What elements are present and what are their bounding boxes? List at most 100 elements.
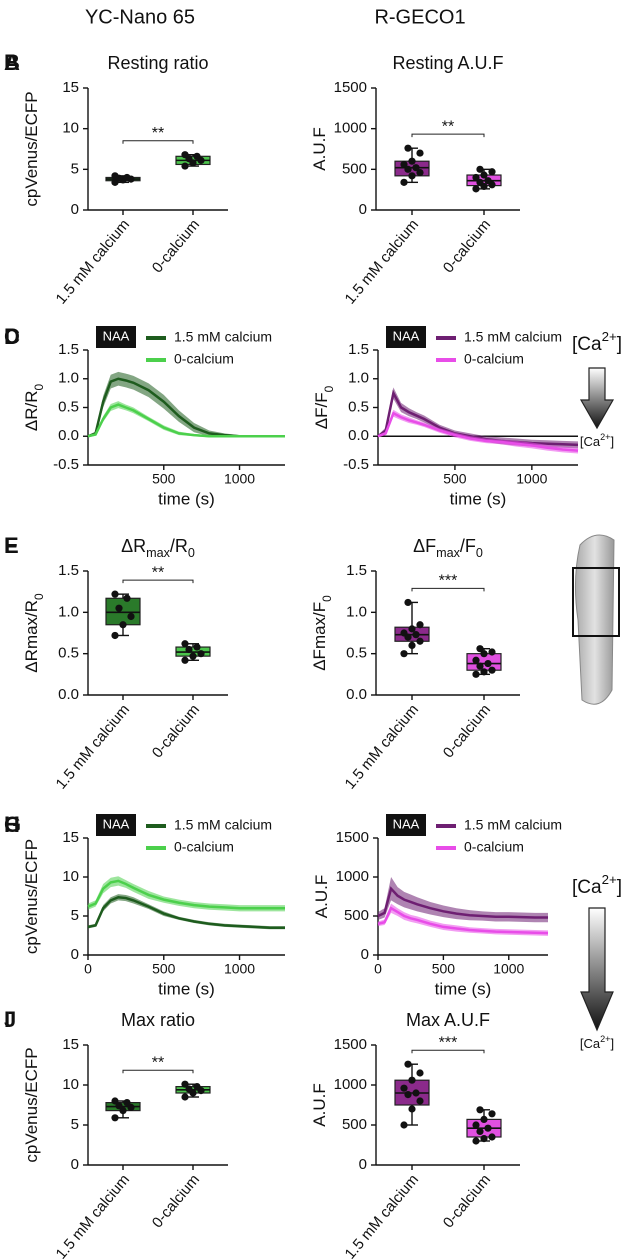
x-tick-label: 1000 xyxy=(493,961,524,977)
y-tick-label: 10 xyxy=(62,1076,79,1093)
y-tick-label: 0 xyxy=(361,946,369,963)
data-point xyxy=(476,662,484,670)
y-axis-label-part: 0 xyxy=(32,383,46,390)
y-tick-label: 0 xyxy=(71,201,79,218)
y-axis-label: A.U.F xyxy=(312,875,331,918)
y-tick-label: 10 xyxy=(62,868,79,885)
y-axis-label-part: A.U.F xyxy=(312,875,331,918)
data-point xyxy=(416,637,424,645)
x-tick-label: 1.5 mM calcium xyxy=(53,701,134,792)
data-point xyxy=(181,151,189,159)
x-axis-label: time (s) xyxy=(435,979,492,998)
x-tick-label: 0-calcium xyxy=(440,701,494,761)
y-axis-label: cpVenus/ECFP xyxy=(22,91,41,206)
chart-title-part: max xyxy=(436,546,460,560)
panel-letter: F xyxy=(4,533,17,558)
y-axis-label-part: ΔRmax/R xyxy=(22,600,41,673)
data-point xyxy=(416,149,424,157)
x-tick-label: 500 xyxy=(443,471,467,487)
chart-title: Resting ratio xyxy=(107,53,208,73)
legend-label: 0-calcium xyxy=(464,839,524,855)
x-tick-label: 0-calcium xyxy=(440,216,494,276)
indicator-low-part: [Ca xyxy=(580,1036,601,1051)
y-axis-label-part: A.U.F xyxy=(310,127,329,170)
data-point xyxy=(404,144,412,152)
chart-title-part: 0 xyxy=(476,546,483,560)
data-point xyxy=(416,621,424,629)
data-point xyxy=(408,625,416,633)
data-point xyxy=(123,1099,131,1107)
chart-title: ΔRmax/R0 xyxy=(121,536,195,561)
y-tick-label: 0 xyxy=(71,1156,79,1173)
y-tick-label: 5 xyxy=(71,907,79,924)
data-point xyxy=(181,1080,189,1088)
data-point xyxy=(476,1127,484,1135)
data-point xyxy=(404,165,412,173)
series-line xyxy=(87,879,285,910)
region-box xyxy=(572,567,620,637)
y-tick-label: 1.5 xyxy=(58,341,79,358)
chart-title: Max ratio xyxy=(121,1010,195,1030)
data-point xyxy=(404,598,412,607)
data-point xyxy=(484,659,492,668)
y-tick-label: 5 xyxy=(71,160,79,177)
chart-title-part: /F xyxy=(460,536,476,556)
y-tick-label: 0 xyxy=(359,201,367,218)
data-point xyxy=(408,641,416,650)
y-tick-label: 1000 xyxy=(334,120,367,137)
data-point xyxy=(111,590,119,598)
chart-title-part: Resting A.U.F xyxy=(392,53,503,73)
panel-letter: G xyxy=(4,812,21,837)
panel-letter: E xyxy=(4,533,19,558)
indicator-high: [Ca2+] xyxy=(572,872,622,898)
data-point xyxy=(472,670,480,678)
x-tick-label: 500 xyxy=(432,961,456,977)
data-point xyxy=(400,160,408,169)
chart-title-part: ΔF xyxy=(413,536,436,556)
panel-letter: I xyxy=(4,1007,10,1032)
series-line xyxy=(377,906,549,935)
chart-title-part: Max ratio xyxy=(121,1010,195,1030)
gradient-arrow xyxy=(579,367,615,430)
y-tick-label: 0.5 xyxy=(348,398,369,415)
y-axis-label: ΔR/R0 xyxy=(22,383,46,431)
chart-title-part: Max A.U.F xyxy=(406,1010,490,1030)
data-point xyxy=(111,1114,119,1122)
y-tick-label: 1.0 xyxy=(348,370,369,387)
y-tick-label: 0.5 xyxy=(58,398,79,415)
data-point xyxy=(123,173,131,182)
data-point xyxy=(488,666,496,674)
data-point xyxy=(476,178,484,186)
legend-label: 0-calcium xyxy=(174,351,234,367)
x-tick-label: 1.5 mM calcium xyxy=(342,1171,423,1259)
data-point xyxy=(412,164,420,172)
indicator-low-part: 2+ xyxy=(600,1034,610,1044)
data-point xyxy=(193,643,201,651)
data-point xyxy=(416,1069,424,1077)
stimulus-box xyxy=(96,326,136,348)
y-tick-label: 0.5 xyxy=(346,645,367,662)
data-point xyxy=(480,668,488,676)
panel-letter: H xyxy=(4,812,20,837)
panel-letter: D xyxy=(4,324,20,349)
y-tick-label: 1.5 xyxy=(346,562,367,579)
error-band xyxy=(378,387,578,449)
y-tick-label: 1500 xyxy=(336,829,369,846)
significance: ** xyxy=(152,564,164,581)
y-tick-label: 0.0 xyxy=(58,686,79,703)
chart-title-part: /R xyxy=(170,536,188,556)
x-axis-label: time (s) xyxy=(450,489,507,508)
y-tick-label: 500 xyxy=(342,160,367,177)
y-tick-label: 1.5 xyxy=(58,562,79,579)
y-tick-label: 0 xyxy=(359,1156,367,1173)
error-band xyxy=(378,409,578,454)
y-axis-label-part: cpVenus/ECFP xyxy=(22,1047,41,1162)
data-point xyxy=(123,594,131,602)
panel-letter: J xyxy=(4,1007,16,1032)
x-tick-label: 1.5 mM calcium xyxy=(342,216,423,307)
box xyxy=(105,597,141,626)
legend-label: 0-calcium xyxy=(174,839,234,855)
y-tick-label: 0 xyxy=(71,946,79,963)
data-point xyxy=(115,1102,123,1110)
y-tick-label: 500 xyxy=(344,907,369,924)
